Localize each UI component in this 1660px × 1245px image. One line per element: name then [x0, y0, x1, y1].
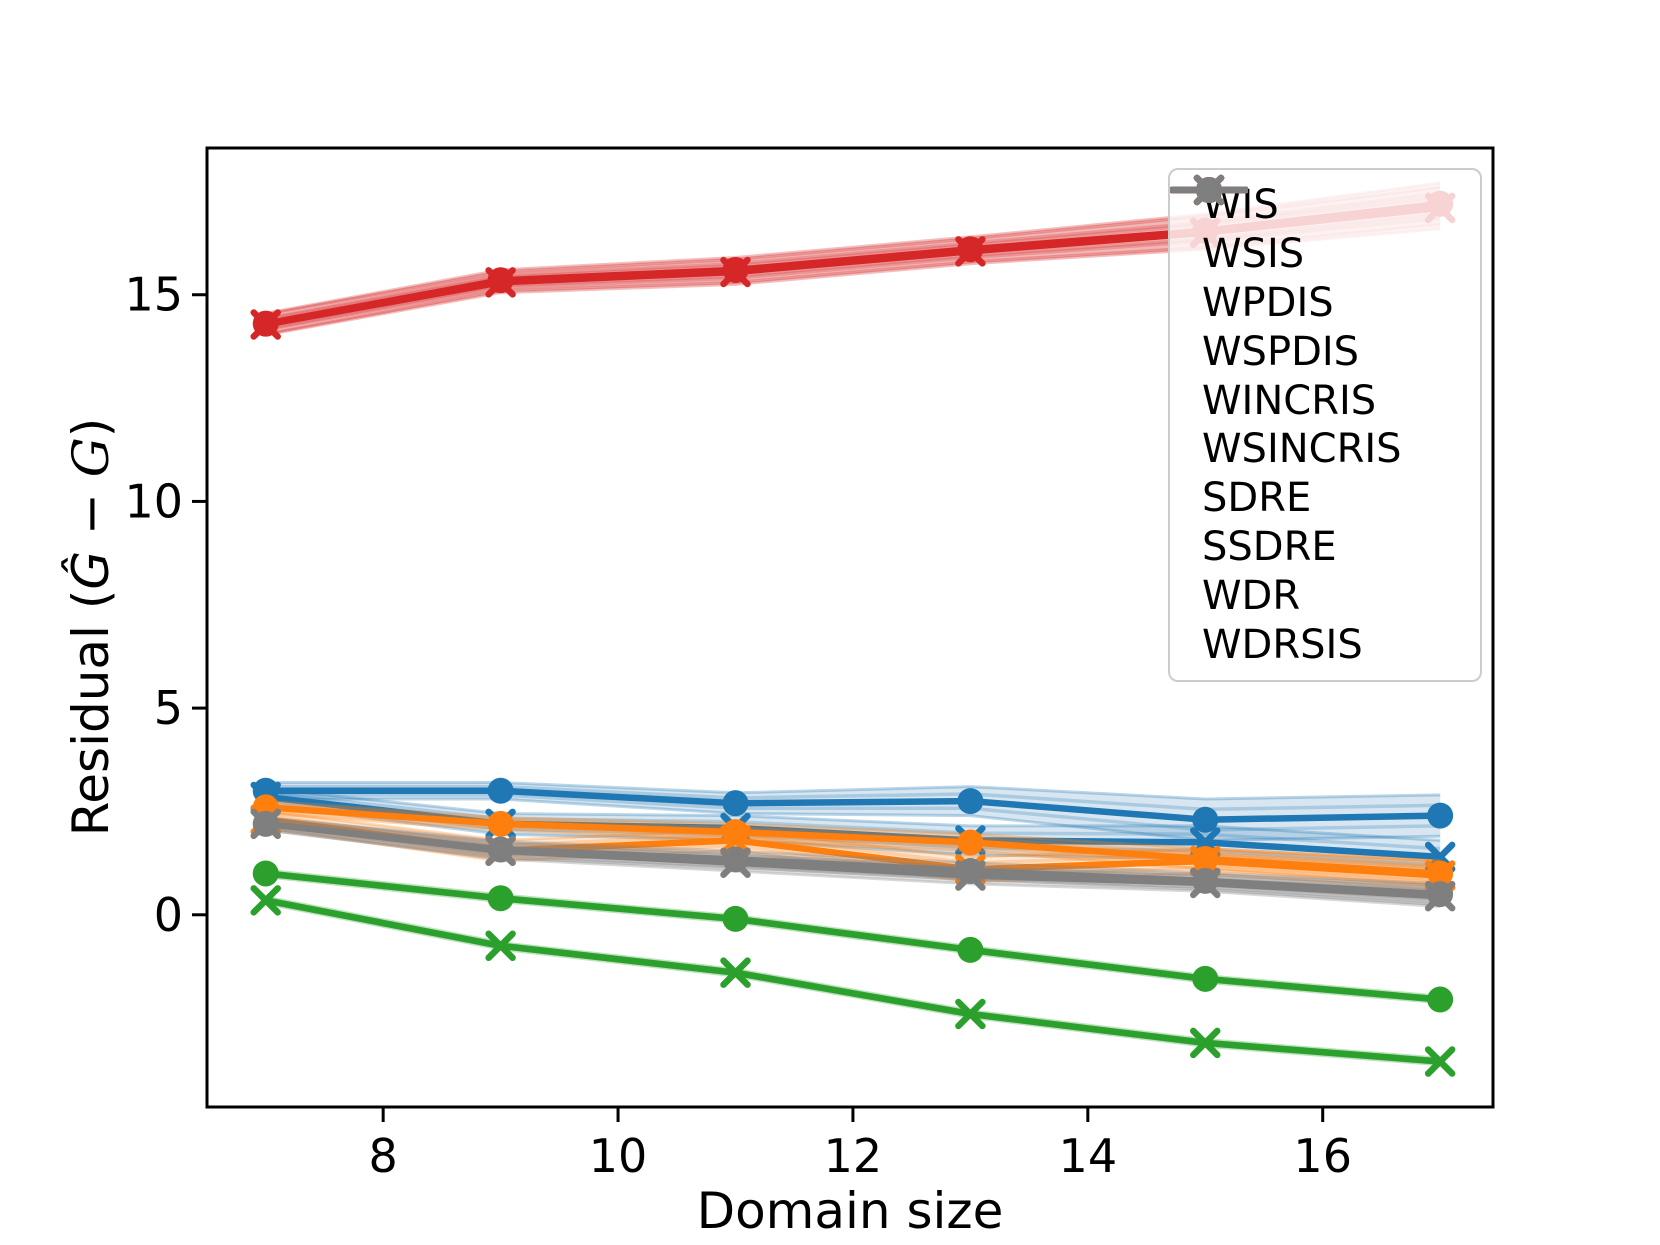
marker-WDRSIS-legend: [1193, 174, 1225, 206]
legend-label: WDRSIS: [1202, 621, 1363, 668]
x-tick-label: 10: [589, 1129, 648, 1183]
legend-label: WINCRIS: [1202, 377, 1377, 424]
legend-label: WSPDIS: [1202, 328, 1360, 375]
series-line-WIS: [262, 787, 1444, 823]
marker-WDRSIS-7: [250, 808, 281, 840]
marker-WIS-9: [487, 777, 514, 804]
series-band-edge-WINCRIS: [265, 868, 1441, 998]
marker-WSINCRIS-15: [1190, 1027, 1221, 1059]
marker-SSDRE-11: [720, 256, 751, 288]
series-band-streak-WDRSIS: [265, 818, 1441, 893]
series-band-edge-WPDIS: [265, 799, 1441, 863]
marker-WSPDIS-11: [720, 825, 751, 856]
series-band-streak-WSPDIS: [265, 813, 1441, 871]
marker-WDRSIS-17: [1424, 880, 1456, 912]
legend: WIS WSIS WPDIS WSPDIS WINCRIS WSINCRIS SDRE SSD…: [1168, 168, 1482, 682]
series-band-streak-WSIS: [265, 799, 1441, 867]
legend-item-WDR: WDR: [1170, 177, 1480, 620]
marker-WSPDIS-17: [1424, 860, 1456, 891]
marker-WINCRIS-13: [957, 936, 984, 963]
series-band-edge-WDRSIS: [265, 828, 1441, 908]
plot-area: [205, 146, 1495, 1109]
legend-label: SSDRE: [1202, 524, 1337, 571]
series-band-streak-WDR: [265, 818, 1441, 891]
series-line-WINCRIS: [262, 870, 1444, 1003]
legend-item-WDRSIS: WDRSIS: [1170, 174, 1480, 669]
marker-SSDRE-13: [955, 236, 986, 267]
marker-WINCRIS-9: [487, 885, 514, 912]
series-band-edge-WDR: [265, 828, 1441, 906]
ticks-layer: 8 10 12 14 16 0 5 10 15: [124, 268, 1352, 1183]
legend-x-marker-icon: [1170, 174, 1248, 206]
marker-WPDIS-13: [957, 829, 984, 856]
y-axis-label: Residual (Ĝ − G): [61, 418, 120, 836]
marker-SSDRE-9: [485, 267, 516, 298]
legend-item-WSIS: WSIS: [1170, 174, 1480, 278]
series-band-streak-WIS: [265, 793, 1441, 832]
y-tick-label: 10: [124, 474, 183, 528]
series-line-WSINCRIS: [262, 897, 1444, 1065]
y-tick-label: 5: [154, 681, 183, 735]
marker-WPDIS-9: [487, 810, 514, 837]
series-band-edge-WPDIS: [265, 812, 1441, 888]
series-band-WPDIS: [265, 801, 1441, 886]
legend-item-WSINCRIS: WSINCRIS: [1170, 174, 1480, 473]
marker-WSINCRIS-9: [485, 930, 516, 962]
marker-WIS-15: [1192, 806, 1219, 833]
marker-WINCRIS-7: [252, 860, 279, 887]
marker-WDRSIS-13: [955, 860, 986, 891]
series-band-edge-WDR: [265, 816, 1441, 886]
legend-label: WPDIS: [1202, 279, 1334, 326]
marker-WIS-17: [1427, 802, 1454, 829]
series-line-WDRSIS: [262, 820, 1444, 900]
series-band-edge-WSINCRIS: [265, 895, 1441, 1060]
legend-item-WSPDIS: WSPDIS: [1170, 174, 1480, 376]
series-band-edge-WIS: [265, 797, 1441, 842]
series-band-streak-WSIS: [265, 791, 1441, 851]
x-tick-label: 16: [1293, 1129, 1352, 1183]
legend-label: SDRE: [1202, 475, 1312, 522]
x-tick-label: 8: [369, 1129, 398, 1183]
series-band-streak-WIS: [265, 784, 1441, 812]
series-band-edge-WIS: [265, 781, 1441, 801]
series-band-WSPDIS: [265, 811, 1441, 890]
legend-item-SSDRE: SSDRE: [1170, 174, 1480, 571]
marker-WIS-13: [957, 788, 984, 815]
series-band-streak-WSPDIS: [265, 822, 1441, 885]
y-tick-label: 15: [124, 268, 183, 322]
marker-WSINCRIS-7: [250, 885, 281, 916]
series-band-edge-WDRSIS: [265, 816, 1441, 888]
marker-WSPDIS-15: [1190, 845, 1221, 877]
series-band-edge-WSPDIS: [265, 809, 1441, 863]
marker-WDRSIS-11: [720, 847, 751, 878]
legend-label: WDR: [1202, 573, 1301, 619]
marker-WINCRIS-15: [1192, 965, 1219, 992]
legend-item-SDRE: SDRE: [1170, 177, 1480, 522]
series-band-edge-WINCRIS: [265, 875, 1441, 1005]
marker-WSINCRIS-17: [1424, 1046, 1456, 1077]
marker-SSDRE-7: [250, 309, 281, 340]
x-tick-label: 14: [1059, 1129, 1118, 1183]
y-tick-label: 0: [154, 888, 183, 942]
marker-WDRSIS-9: [485, 835, 516, 866]
series-band-edge-WSIS: [265, 787, 1441, 842]
marker-WINCRIS-17: [1427, 986, 1454, 1013]
marker-WSINCRIS-11: [720, 957, 751, 988]
x-tick-label: 12: [824, 1129, 883, 1183]
marker-WDRSIS-15: [1190, 867, 1221, 899]
legend-item-WPDIS: WPDIS: [1170, 177, 1480, 327]
marker-WINCRIS-11: [722, 905, 749, 932]
marker-WIS-11: [722, 790, 749, 817]
x-axis-label: Domain size: [697, 1182, 1004, 1240]
legend-label: WSINCRIS: [1202, 426, 1402, 473]
legend-label: WSIS: [1202, 230, 1305, 277]
legend-item-WINCRIS: WINCRIS: [1170, 177, 1480, 425]
series-band-streak-WDRSIS: [265, 825, 1441, 904]
marker-WSINCRIS-13: [955, 998, 986, 1030]
